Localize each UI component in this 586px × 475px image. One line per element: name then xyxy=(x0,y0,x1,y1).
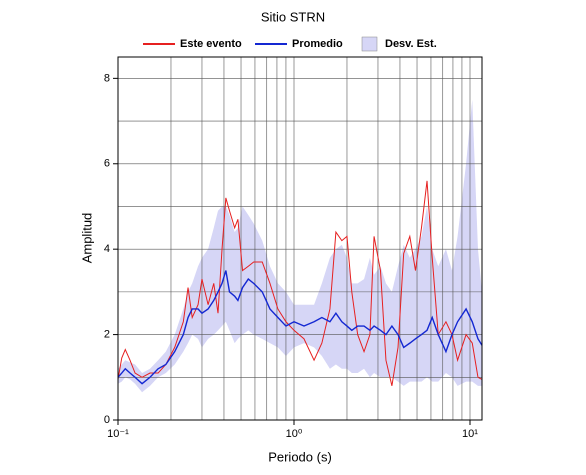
series-line xyxy=(117,270,483,385)
x-tick-label: 10⁰ xyxy=(286,428,303,440)
legend-label: Promedio xyxy=(292,38,343,50)
y-tick-label: 4 xyxy=(104,243,110,255)
legend-swatch xyxy=(361,36,378,52)
x-tick-label: 10¹ xyxy=(462,428,478,440)
x-axis-label: Periodo (s) xyxy=(268,449,332,464)
plot-frame xyxy=(117,56,483,421)
std-band xyxy=(118,99,482,393)
legend-label: Desv. Est. xyxy=(385,38,437,50)
y-tick-label: 8 xyxy=(104,72,110,84)
y-tick-label: 2 xyxy=(104,328,110,340)
chart-title: Sitio STRN xyxy=(261,9,325,24)
y-axis-label: Amplitud xyxy=(79,213,94,264)
series-line xyxy=(117,180,483,386)
x-tick-label: 10⁻¹ xyxy=(107,428,129,440)
y-tick-label: 0 xyxy=(104,414,110,426)
legend-label: Este evento xyxy=(180,38,242,50)
y-tick-label: 6 xyxy=(104,158,110,170)
